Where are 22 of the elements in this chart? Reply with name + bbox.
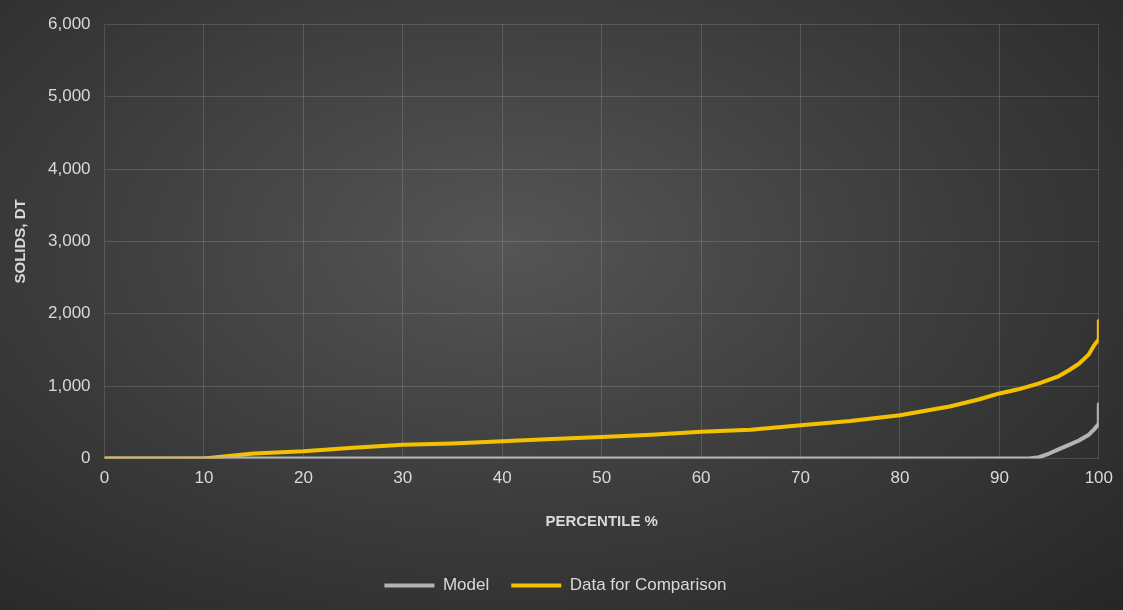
x-tick-label: 100 (1084, 468, 1114, 488)
x-tick-label: 90 (989, 468, 1009, 488)
y-tick-label: 1,000 (47, 375, 91, 395)
y-tick-label: 2,000 (47, 303, 91, 323)
legend-label: Data for Comparison (569, 575, 727, 595)
y-tick-label: 3,000 (47, 231, 91, 251)
y-tick-label: 6,000 (47, 13, 91, 33)
x-tick-label: 40 (492, 468, 512, 488)
y-axis-title: SOLIDS, DT (11, 199, 29, 284)
x-tick-label: 30 (393, 468, 413, 488)
x-tick-label: 60 (691, 468, 711, 488)
x-tick-label: 50 (592, 468, 612, 488)
legend-label: Model (442, 575, 490, 595)
y-tick-label: 4,000 (47, 158, 91, 178)
y-tick-label: 5,000 (47, 86, 91, 106)
x-tick-label: 20 (293, 468, 313, 488)
x-tick-label: 70 (791, 468, 810, 488)
y-tick-label: 0 (81, 448, 91, 468)
x-tick-label: 80 (890, 468, 910, 488)
x-axis-title: PERCENTILE % (545, 512, 658, 530)
x-tick-label: 10 (194, 468, 214, 488)
x-tick-label: 0 (99, 468, 110, 488)
